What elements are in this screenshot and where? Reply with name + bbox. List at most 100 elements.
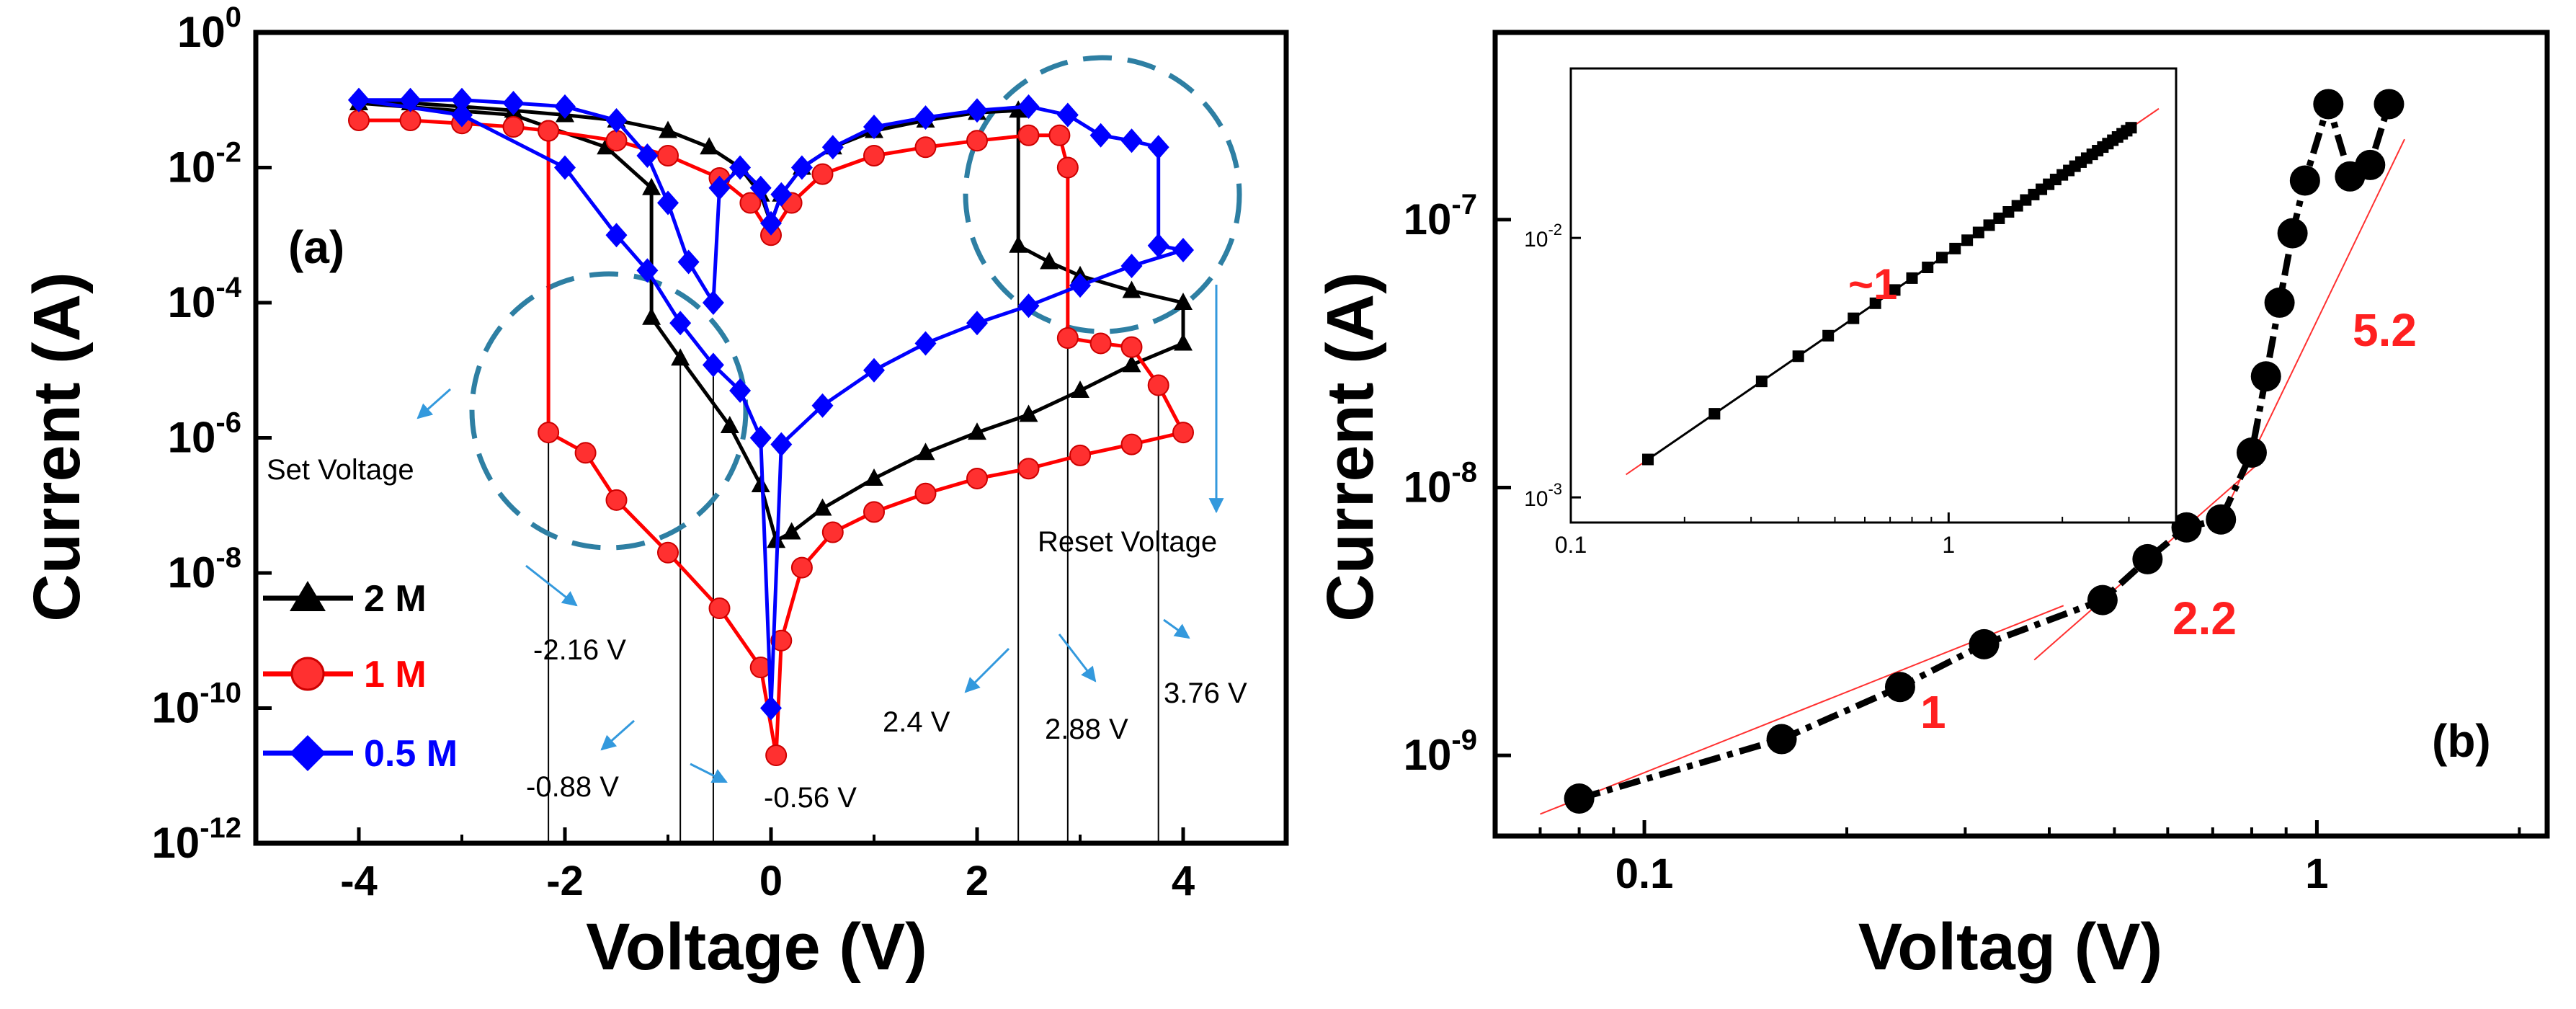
- x-tick-label: 0.1: [1615, 850, 1674, 897]
- data-point: [1822, 329, 1835, 342]
- data-point: [1071, 380, 1089, 398]
- reset-region-circle: [963, 55, 1242, 334]
- data-point: [914, 105, 937, 130]
- x-tick-label: 0: [759, 858, 783, 904]
- data-point: [1172, 422, 1194, 444]
- set-voltage-label: Set Voltage: [267, 454, 414, 486]
- data-point: [1122, 280, 1141, 298]
- y-tick-label: 10-8: [1404, 456, 1477, 511]
- panel-a-y-axis-label: Current (A): [20, 272, 94, 622]
- data-point: [914, 331, 937, 356]
- arrow-2-4: [964, 647, 1010, 693]
- data-point: [348, 109, 370, 131]
- data-point: [1009, 235, 1028, 253]
- data-point: [1172, 238, 1194, 263]
- data-point: [1642, 453, 1654, 466]
- data-point: [642, 177, 661, 195]
- panel-b-axes-frame: [1492, 30, 2550, 839]
- data-point: [1564, 783, 1595, 814]
- data-point: [1906, 272, 1918, 284]
- panel-b-y-axis-label: Current (A): [1314, 272, 1387, 622]
- data-point: [2374, 89, 2405, 120]
- data-point: [700, 137, 719, 155]
- x-tick-label: -2: [546, 858, 584, 904]
- inset-x-tick-label: 1: [1942, 532, 1955, 558]
- data-point: [1069, 273, 1091, 298]
- inset-series: [1642, 122, 2137, 466]
- data-point: [1936, 252, 1948, 264]
- data-point: [1869, 297, 1881, 309]
- legend-label-0-5m: 0.5 M: [364, 733, 458, 775]
- y-tick-label: 10-2: [168, 137, 241, 192]
- data-point: [916, 443, 935, 461]
- data-point: [677, 249, 700, 275]
- data-point: [2002, 206, 2015, 218]
- data-point: [2236, 437, 2267, 468]
- data-point: [1089, 332, 1112, 355]
- data-point: [729, 378, 752, 403]
- panel-a-label: (a): [288, 221, 344, 273]
- data-point: [1147, 374, 1169, 396]
- data-point: [1922, 262, 1934, 274]
- data-point: [671, 348, 690, 366]
- data-point: [1174, 293, 1193, 310]
- data-point: [708, 597, 731, 620]
- data-point: [502, 116, 525, 138]
- data-point: [399, 87, 422, 112]
- data-point: [914, 136, 937, 159]
- data-point: [669, 311, 692, 336]
- data-point: [702, 290, 724, 315]
- x-tick-label: 1: [2305, 850, 2328, 897]
- data-point: [554, 94, 576, 119]
- panel-b-series: [1564, 89, 2405, 814]
- data-point: [659, 120, 677, 138]
- panel-b-x-axis-label: Voltag (V): [1858, 910, 2163, 984]
- slope-label-5-2: 5.2: [2353, 304, 2417, 356]
- arrow-neg-0-56: [690, 763, 728, 783]
- data-point: [1889, 284, 1901, 296]
- voltage-value-neg-0-88: -0.88 V: [526, 771, 619, 803]
- data-point: [1993, 212, 2005, 224]
- data-point: [760, 210, 782, 236]
- inset-slope-label: ~1: [1848, 260, 1897, 308]
- data-point: [2250, 361, 2281, 392]
- set-region-circle: [469, 271, 749, 551]
- y-tick-label: 10-8: [168, 542, 241, 597]
- legend-marker-triangle: [290, 581, 326, 611]
- data-point: [1792, 350, 1804, 363]
- inset-plot: 0.1 1 10-3 10-2 ~1: [1524, 67, 2178, 558]
- legend-item-2m: 2 M: [263, 578, 427, 620]
- data-point: [538, 422, 560, 444]
- data-point: [811, 163, 834, 185]
- voltage-value-neg-2-16: -2.16 V: [533, 634, 626, 666]
- data-point: [657, 541, 679, 564]
- inset-frame: [1569, 67, 2178, 524]
- data-point: [760, 695, 782, 721]
- data-point: [770, 432, 793, 457]
- data-point: [702, 352, 724, 378]
- data-point: [451, 102, 473, 128]
- data-point: [1969, 628, 2000, 659]
- data-point: [813, 498, 832, 516]
- series-0-5-m: [348, 87, 1194, 721]
- arrow-3-76: [1163, 618, 1190, 639]
- data-point: [729, 155, 752, 180]
- data-point: [2087, 584, 2118, 615]
- data-point: [765, 744, 788, 767]
- y-tick-label: 10-10: [151, 677, 241, 732]
- data-point: [642, 307, 661, 325]
- data-point: [1017, 293, 1040, 319]
- data-point: [1848, 312, 1860, 324]
- data-point: [1147, 135, 1169, 160]
- set-voltage-arrow: [416, 388, 451, 419]
- panel-b-label: (b): [2432, 715, 2491, 767]
- data-point: [966, 467, 988, 489]
- data-point: [966, 311, 988, 336]
- data-point: [605, 107, 628, 133]
- x-tick-label: -4: [340, 858, 378, 904]
- data-point: [863, 357, 885, 383]
- data-point: [657, 190, 679, 215]
- data-point: [538, 120, 560, 142]
- data-point: [605, 489, 628, 511]
